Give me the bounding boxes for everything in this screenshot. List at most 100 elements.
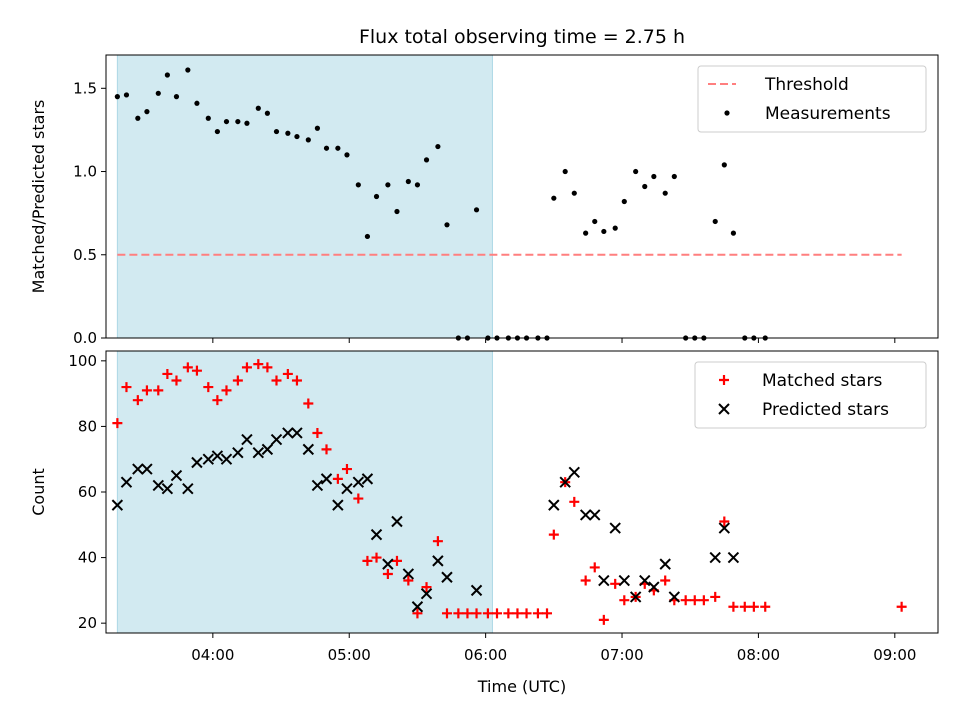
y-tick-label: 100 [68, 352, 97, 370]
predicted-star-marker [579, 509, 592, 521]
count-points [111, 359, 907, 625]
predicted-star-marker [211, 450, 224, 462]
matched-star-marker [341, 464, 352, 475]
predicted-star-marker [202, 453, 215, 465]
measurement-point [405, 178, 411, 185]
predicted-star-marker [629, 591, 642, 603]
measurement-point [185, 67, 191, 73]
measurement-point [335, 145, 341, 151]
matched-star-marker [303, 398, 314, 409]
matched-star-marker [542, 608, 553, 619]
measurement-point [444, 222, 450, 228]
measurement-point [244, 120, 250, 126]
measurement-point [562, 168, 568, 175]
predicted-star-marker [320, 473, 333, 485]
y-tick-label: 1.0 [73, 163, 97, 181]
matched-star-marker [462, 608, 473, 619]
y-tick-label: 1.5 [73, 79, 97, 97]
y-tick-label: 20 [78, 614, 97, 632]
predicted-star-marker [648, 581, 660, 593]
legend-box [697, 65, 927, 133]
predicted-star-marker [548, 499, 560, 511]
count-y-label: Count [29, 468, 48, 516]
predicted-star-marker [589, 509, 601, 521]
y-tick-label: 0.5 [73, 246, 97, 264]
matched-star-marker [412, 608, 423, 619]
matched-star-marker [391, 555, 402, 566]
predicted-star-marker [311, 479, 324, 492]
measurement-point [730, 230, 737, 236]
matched-star-marker [748, 601, 759, 612]
matched-star-marker [610, 578, 621, 589]
measurement-point [423, 157, 430, 163]
predicted-star-marker [432, 555, 444, 567]
predicted-star-marker [332, 499, 344, 511]
predicted-star-marker [252, 446, 265, 459]
measurement-point [651, 173, 657, 180]
matched-star-marker [241, 362, 252, 373]
matched-star-marker [421, 582, 432, 593]
matched-star-marker [680, 595, 691, 606]
y-tick-label: 40 [78, 549, 97, 567]
measurement-point [173, 94, 180, 100]
measurement-point [612, 225, 618, 231]
matched-star-marker [221, 385, 232, 396]
predicted-star-marker [568, 466, 580, 479]
ratio-panel-frame [105, 54, 939, 339]
predicted-star-marker [170, 469, 183, 482]
matched-star-marker [453, 608, 464, 619]
matched-star-marker [312, 427, 323, 438]
matched-star-marker [382, 568, 393, 579]
measurement-point [123, 92, 130, 98]
matched-star-marker [503, 608, 514, 619]
matched-star-marker [619, 595, 630, 606]
x-tick-label: 09:00 [873, 646, 916, 664]
count-legend: Matched stars Predicted stars [694, 361, 927, 429]
matched-star-marker [403, 575, 414, 586]
legend-marker-swatch [724, 110, 730, 116]
measurement-point [355, 182, 361, 188]
x-tick-label: 08:00 [737, 646, 780, 664]
measurement-point [264, 110, 270, 116]
predicted-star-marker [718, 522, 731, 534]
count-panel-frame [105, 350, 939, 634]
ratio-y-label: Matched/Predicted stars [29, 100, 48, 294]
count-y-axis: 20 40 60 80 100 [68, 352, 106, 632]
matched-star-marker [132, 395, 143, 406]
predicted-star-marker [618, 574, 631, 587]
matched-star-marker [291, 375, 302, 386]
measurement-point [205, 115, 211, 121]
legend-label: Measurements [765, 104, 891, 124]
predicted-star-marker [291, 427, 303, 439]
legend-marker-swatch [718, 403, 730, 415]
measurement-point [114, 94, 120, 100]
y-tick-label: 80 [78, 417, 97, 435]
matched-star-marker [548, 529, 559, 540]
predicted-star-marker [370, 528, 383, 541]
matched-star-marker [589, 562, 600, 573]
measurement-point [551, 195, 557, 201]
x-tick-label: 06:00 [464, 646, 507, 664]
count-panel: 20 40 60 80 100 04:00 05:00 06:00 07:00 08:00 09:… [29, 350, 939, 664]
predicted-star-marker [161, 483, 174, 495]
measurement-point [385, 182, 391, 188]
predicted-star-marker [111, 499, 124, 511]
matched-star-marker [353, 493, 364, 504]
predicted-star-marker [270, 433, 283, 446]
predicted-star-marker [420, 587, 433, 600]
matched-star-marker [441, 608, 452, 619]
matched-star-marker [162, 368, 173, 379]
matched-star-marker [710, 591, 721, 602]
measurement-point [583, 230, 589, 236]
predicted-star-marker [261, 443, 274, 456]
matched-star-marker [471, 608, 482, 619]
matched-star-marker [739, 601, 750, 612]
measurement-point [642, 183, 648, 190]
ratio-x-ticks [212, 338, 896, 343]
measurement-point [364, 233, 371, 240]
legend-marker-swatch [719, 375, 729, 385]
predicted-star-marker [152, 479, 164, 492]
matched-star-marker [253, 359, 264, 370]
matched-star-marker [171, 375, 182, 386]
measurement-point [344, 152, 350, 158]
